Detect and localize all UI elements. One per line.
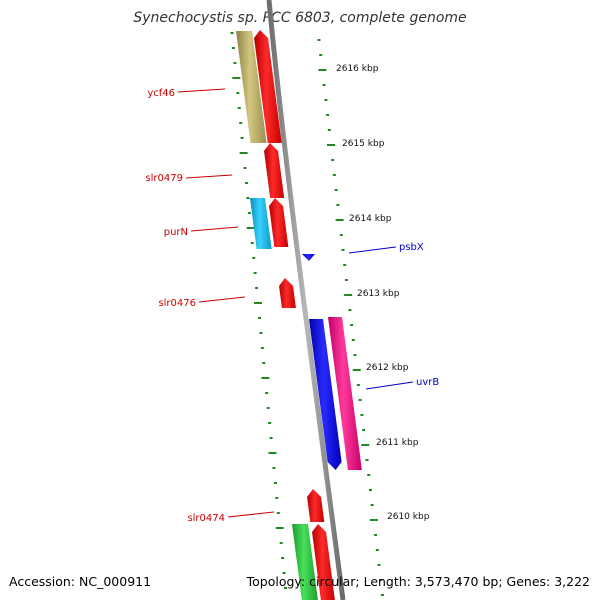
- leader-line-slr0479: [185, 174, 233, 179]
- leader-line-slr0476: [198, 296, 246, 303]
- gene-label-psbX[interactable]: psbX: [399, 242, 424, 253]
- gene-label-purN[interactable]: purN: [164, 227, 188, 238]
- gene-feature-green[interactable]: [292, 524, 318, 600]
- genome-summary-text: Topology: circular; Length: 3,573,470 bp…: [246, 574, 590, 589]
- gene-feature-red[interactable]: [312, 524, 335, 600]
- gene-label-slr0479[interactable]: slr0479: [145, 173, 183, 184]
- scale-label: 2616 kbp: [336, 64, 379, 74]
- gene-label-slr0474[interactable]: slr0474: [187, 513, 225, 524]
- scale-label: 2611 kbp: [376, 438, 419, 448]
- gene-uvrB[interactable]: [309, 319, 342, 470]
- gene-labels: ycf46 slr0479 purN slr0476 slr0474 psbX …: [145, 88, 439, 524]
- gene-label-slr0476[interactable]: slr0476: [158, 298, 196, 309]
- scale-label: 2615 kbp: [342, 139, 385, 149]
- scale-labels: 2616 kbp 2615 kbp 2614 kbp 2613 kbp 2612…: [336, 64, 430, 522]
- gene-label-ycf46[interactable]: ycf46: [147, 88, 175, 99]
- gene-slr0479[interactable]: [264, 143, 285, 198]
- gene-psbX[interactable]: [302, 254, 315, 261]
- gene-slr0474[interactable]: [307, 489, 325, 522]
- accession-text: Accession: NC_000911: [9, 574, 151, 589]
- scale-label: 2612 kbp: [366, 363, 409, 373]
- leader-line-psbX: [348, 246, 397, 254]
- scale-label: 2613 kbp: [357, 289, 400, 299]
- gene-features: [236, 30, 362, 600]
- genome-backbone: [266, 0, 346, 600]
- gene-purN[interactable]: [250, 198, 272, 249]
- map-title: Synechocystis sp. PCC 6803, complete gen…: [133, 10, 466, 26]
- gene-ycf46[interactable]: [236, 31, 267, 143]
- gene-feature-pink[interactable]: [328, 317, 362, 470]
- gene-feature-red[interactable]: [269, 198, 289, 247]
- gene-slr0476[interactable]: [279, 278, 296, 308]
- leader-line-ycf46: [177, 88, 226, 93]
- leader-line-slr0474: [227, 511, 275, 518]
- label-leaders: [177, 88, 414, 518]
- scale-label: 2614 kbp: [349, 214, 392, 224]
- scale-label: 2610 kbp: [387, 512, 430, 522]
- gene-feature-red[interactable]: [254, 30, 282, 143]
- leader-line-uvrB: [365, 381, 414, 390]
- scale-ticks: [230, 32, 384, 596]
- gene-label-uvrB[interactable]: uvrB: [416, 377, 439, 388]
- leader-line-purN: [190, 226, 239, 232]
